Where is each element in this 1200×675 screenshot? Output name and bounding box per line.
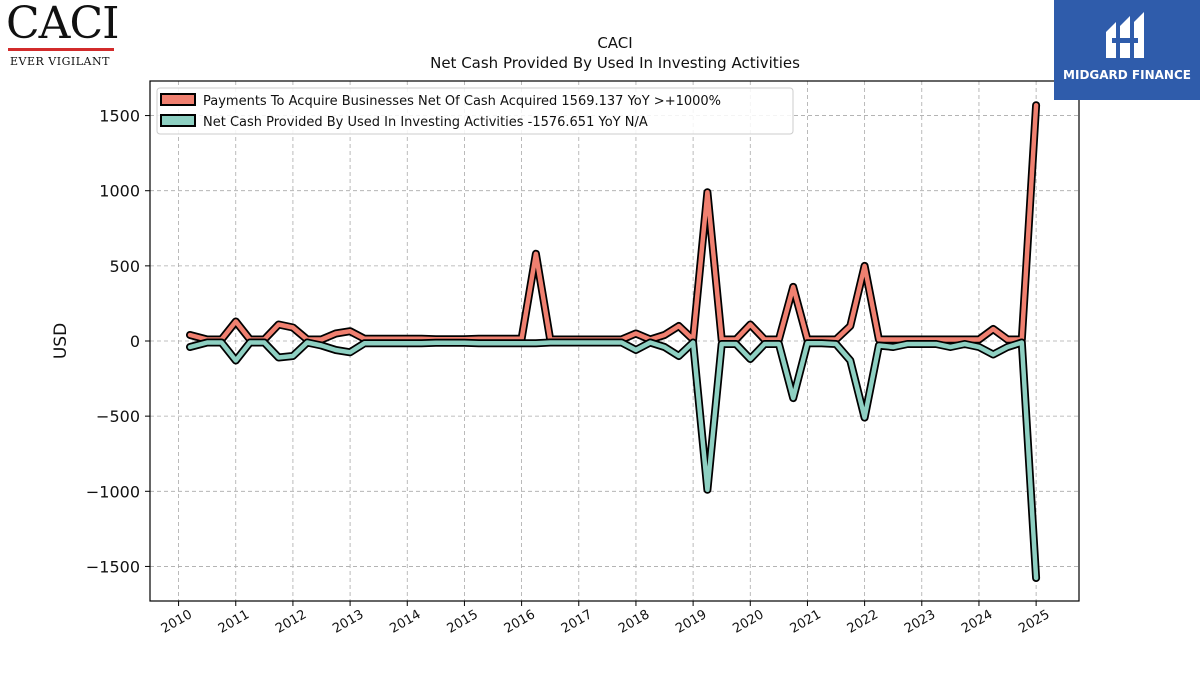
x-tick-label: 2018 xyxy=(616,607,652,637)
x-tick-label: 2020 xyxy=(730,607,766,637)
x-tick-label: 2021 xyxy=(788,607,824,637)
series-2 xyxy=(186,338,1041,582)
caci-logo-tagline: EVER VIGILANT xyxy=(10,55,110,68)
y-axis-ticks: −1500 −1000 −500 0 500 1000 1500 xyxy=(86,107,150,576)
y-tick-label: 1000 xyxy=(99,182,140,201)
x-tick-label: 2011 xyxy=(216,607,252,637)
series-1-outline xyxy=(186,101,1041,344)
midgard-logo-text: MIDGARD FINANCE xyxy=(1063,68,1191,82)
x-tick-label: 2025 xyxy=(1016,607,1052,637)
caci-logo-underline xyxy=(8,48,114,51)
legend-box xyxy=(156,87,794,135)
x-tick-label: 2010 xyxy=(159,607,195,637)
x-tick-label: 2012 xyxy=(273,607,309,637)
series-2-outline xyxy=(186,338,1041,582)
caci-logo-wordmark: CACI xyxy=(6,0,119,49)
caci-logo: CACI EVER VIGILANT xyxy=(4,0,119,69)
series-1 xyxy=(186,101,1041,344)
chart-subtitle: Net Cash Provided By Used In Investing A… xyxy=(430,54,800,72)
y-tick-label: 1500 xyxy=(99,107,140,126)
series-layer xyxy=(186,101,1041,582)
legend-swatch xyxy=(160,114,196,127)
x-tick-label: 2023 xyxy=(902,607,938,637)
x-tick-label: 2015 xyxy=(445,607,481,637)
x-tick-label: 2014 xyxy=(387,607,423,637)
y-tick-label: −1000 xyxy=(86,482,140,501)
x-tick-label: 2013 xyxy=(330,607,366,637)
x-tick-label: 2024 xyxy=(959,607,995,637)
y-tick-label: −500 xyxy=(96,407,140,426)
series-2-line xyxy=(187,340,1039,581)
x-tick-label: 2022 xyxy=(845,607,881,637)
midgard-logo-mark-icon xyxy=(1106,12,1144,58)
x-tick-label: 2019 xyxy=(673,607,709,637)
y-tick-label: 500 xyxy=(109,257,140,276)
legend-swatch xyxy=(160,93,196,106)
legend: Payments To Acquire Businesses Net Of Ca… xyxy=(156,87,794,135)
legend-entry-2: Net Cash Provided By Used In Investing A… xyxy=(203,115,648,130)
x-tick-label: 2017 xyxy=(559,607,595,637)
y-tick-label: 0 xyxy=(130,332,140,351)
y-axis-label: USD xyxy=(51,323,71,359)
midgard-finance-logo: MIDGARD FINANCE xyxy=(1054,0,1200,100)
legend-entry-1: Payments To Acquire Businesses Net Of Ca… xyxy=(203,94,721,109)
x-axis-ticks: 2010 2011 2012 2013 2014 2015 2016 2017 2018 2019… xyxy=(159,601,1052,637)
series-1-line xyxy=(187,102,1039,342)
y-tick-label: −1500 xyxy=(86,557,140,576)
x-tick-label: 2016 xyxy=(502,607,538,637)
chart-title: CACI xyxy=(597,34,632,52)
